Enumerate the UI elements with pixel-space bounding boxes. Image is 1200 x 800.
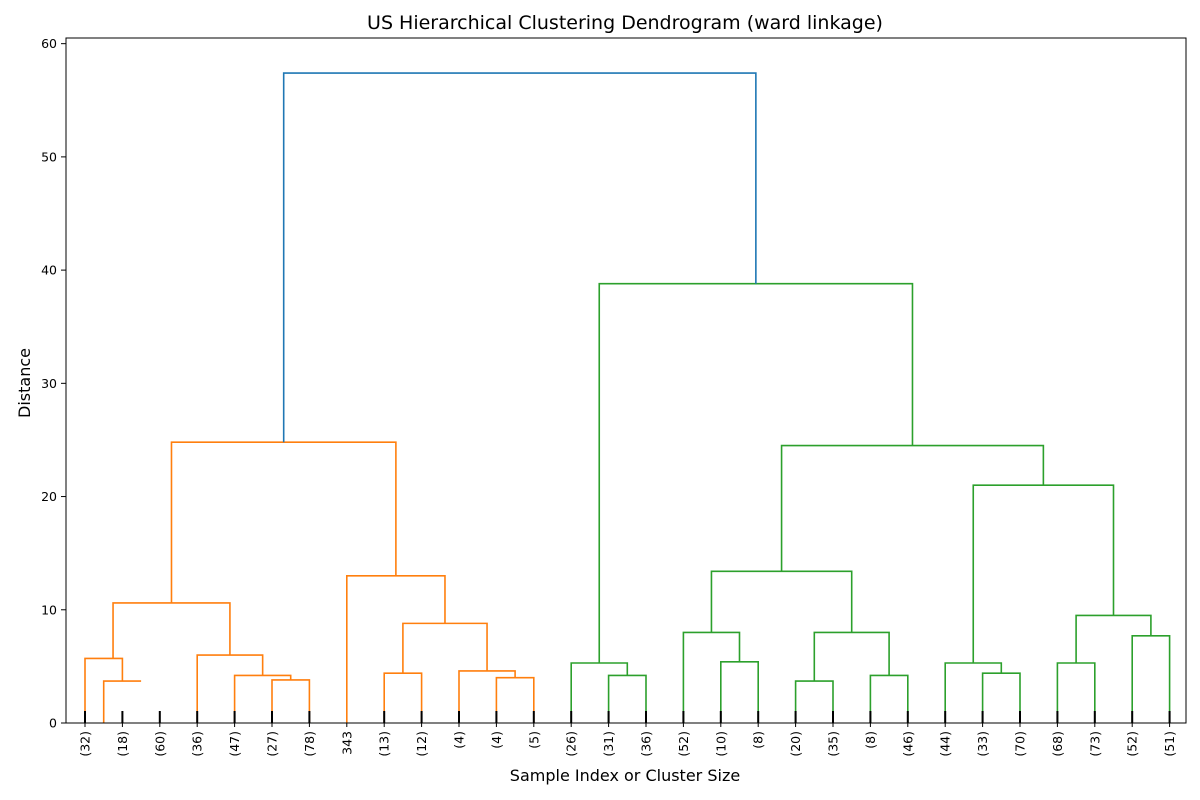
y-tick-label-50: 50 xyxy=(41,149,57,164)
leaf-label-14: (31) xyxy=(601,731,616,757)
leaf-label-0: (32) xyxy=(78,731,93,757)
leaf-label-13: (26) xyxy=(564,731,579,757)
leaf-markers xyxy=(84,711,1171,723)
leaf-label-10: (4) xyxy=(452,731,467,749)
x-axis-ticks: (32) (18) (60) (36) (47) (27) (78) 343 (13) (12) (… xyxy=(78,723,1177,757)
leaf-label-7: 343 xyxy=(339,731,354,755)
leaf-label-19: (20) xyxy=(788,731,803,757)
leaf-label-26: (68) xyxy=(1050,731,1065,757)
leaf-label-21: (8) xyxy=(863,731,878,749)
plot-frame xyxy=(65,37,1187,724)
leaf-label-1: (18) xyxy=(115,731,130,757)
dendrogram-link-11 xyxy=(170,441,397,603)
leaf-label-29: (51) xyxy=(1162,731,1177,757)
leaf-label-11: (4) xyxy=(489,731,504,749)
dendrogram-link-23 xyxy=(1131,635,1171,723)
dendrogram-link-13 xyxy=(570,662,629,723)
dendrogram-link-5 xyxy=(112,602,231,659)
dendrogram-link-10 xyxy=(346,575,446,723)
leaf-label-16: (52) xyxy=(676,731,691,757)
leaf-label-24: (33) xyxy=(975,731,990,757)
dendrogram-link-15 xyxy=(682,631,741,723)
y-tick-label-0: 0 xyxy=(49,716,57,731)
dendrogram-link-24 xyxy=(1075,614,1152,663)
leaf-label-18: (8) xyxy=(751,731,766,749)
dendrogram-link-21 xyxy=(944,662,1003,723)
leaf-label-22: (46) xyxy=(900,731,915,757)
leaf-label-9: (12) xyxy=(414,731,429,757)
dendrogram-link-0 xyxy=(102,680,142,723)
dendrogram-link-20 xyxy=(981,672,1021,723)
dendrogram-link-12 xyxy=(607,674,647,723)
dendrogram-link-27 xyxy=(598,282,914,663)
dendrogram-link-25 xyxy=(972,484,1115,663)
leaf-label-28: (52) xyxy=(1125,731,1140,757)
leaf-label-3: (36) xyxy=(190,731,205,757)
dendrogram-link-14 xyxy=(720,661,759,723)
leaf-label-12: (5) xyxy=(526,731,541,749)
leaf-label-23: (44) xyxy=(938,731,953,757)
leaf-label-27: (73) xyxy=(1087,731,1102,757)
leaf-label-8: (13) xyxy=(377,731,392,757)
y-axis-label: Distance xyxy=(15,348,34,418)
leaf-label-5: (27) xyxy=(265,731,280,757)
x-axis-label: Sample Index or Cluster Size xyxy=(510,766,740,785)
y-tick-label-30: 30 xyxy=(41,376,57,391)
y-tick-label-20: 20 xyxy=(41,489,57,504)
dendrogram-link-2 xyxy=(271,679,311,723)
chart-title: US Hierarchical Clustering Dendrogram (w… xyxy=(367,12,883,34)
leaf-label-17: (10) xyxy=(713,731,728,757)
leaf-label-25: (70) xyxy=(1013,731,1028,757)
dendrogram-link-8 xyxy=(458,670,516,723)
dendrogram-link-16 xyxy=(794,680,834,723)
dendrogram-link-9 xyxy=(402,622,488,674)
dendrogram-link-7 xyxy=(495,676,535,723)
dendrogram-link-4 xyxy=(196,654,264,723)
dendrogram-link-3 xyxy=(233,674,292,723)
dendrogram-link-17 xyxy=(869,674,909,723)
y-tick-label-60: 60 xyxy=(41,36,57,51)
dendrogram-link-18 xyxy=(813,631,890,682)
leaf-label-4: (47) xyxy=(227,731,242,757)
y-tick-label-40: 40 xyxy=(41,263,57,278)
dendrogram-links xyxy=(84,72,1171,723)
dendrogram-link-26 xyxy=(780,444,1045,572)
leaf-label-20: (35) xyxy=(826,731,841,757)
dendrogram-link-28 xyxy=(282,72,757,443)
dendrogram-link-19 xyxy=(710,570,853,633)
y-axis-ticks: 0 10 20 30 40 50 60 xyxy=(41,36,66,731)
leaf-label-15: (36) xyxy=(639,731,654,757)
leaf-label-6: (78) xyxy=(302,731,317,757)
dendrogram-link-6 xyxy=(383,672,423,723)
dendrogram-link-22 xyxy=(1056,662,1096,723)
leaf-label-2: (60) xyxy=(152,731,167,757)
y-tick-label-10: 10 xyxy=(41,602,57,617)
dendrogram-link-1 xyxy=(84,657,124,723)
